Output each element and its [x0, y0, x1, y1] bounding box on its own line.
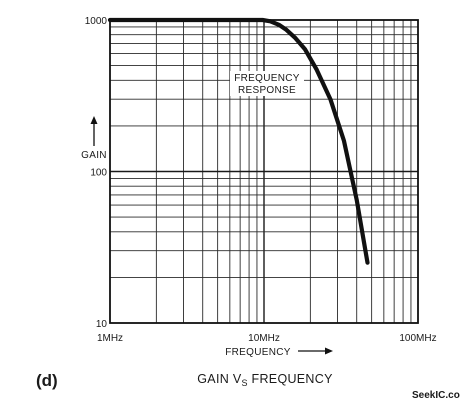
- y-tick-label: 1000: [85, 16, 108, 27]
- x-axis-label: FREQUENCY: [225, 347, 291, 358]
- annotation-line-2: RESPONSE: [238, 85, 296, 96]
- y-axis-arrow-head: [90, 116, 98, 124]
- panel-label: (d): [36, 371, 58, 390]
- x-tick-label: 100MHz: [399, 333, 436, 344]
- frequency-response-curve: [107, 17, 370, 265]
- plot-grid: [110, 20, 418, 323]
- x-tick-label: 10MHz: [248, 333, 280, 344]
- y-axis-label: GAIN: [81, 150, 107, 161]
- caption-subscript: S: [241, 378, 247, 388]
- y-tick-label: 100: [90, 168, 107, 179]
- figure-caption: GAIN VS FREQUENCY: [197, 372, 333, 388]
- annotation-background: [230, 71, 304, 96]
- annotation-line-1: FREQUENCY: [234, 73, 300, 84]
- watermark: SeekIC.com: [412, 390, 460, 401]
- x-tick-labels: 1MHz 10MHz 100MHz: [97, 333, 437, 344]
- x-tick-label: 1MHz: [97, 333, 123, 344]
- x-axis-arrow-head: [325, 347, 333, 355]
- y-tick-label: 10: [96, 319, 108, 330]
- y-tick-labels: 1000 100 10: [85, 16, 108, 330]
- y-axis-label-group: GAIN: [81, 116, 107, 161]
- caption-prefix: GAIN V: [197, 372, 242, 386]
- caption-suffix: FREQUENCY: [248, 372, 333, 386]
- x-axis-label-group: FREQUENCY: [225, 347, 333, 358]
